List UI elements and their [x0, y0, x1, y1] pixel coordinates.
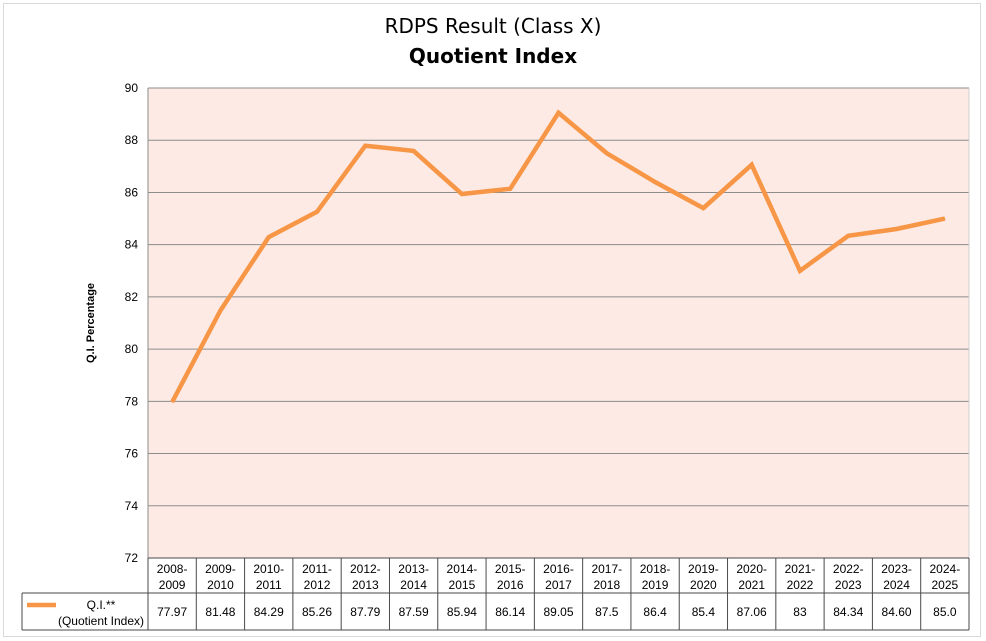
data-table-value: 86.14	[495, 605, 525, 619]
data-table-value: 89.05	[543, 605, 573, 619]
data-table-value: 84.29	[254, 605, 284, 619]
data-point	[509, 188, 511, 190]
data-table-value: 83	[793, 605, 807, 619]
x-category-label: 2023	[835, 578, 862, 592]
x-category-label: 2024	[883, 578, 910, 592]
chart-title: RDPS Result (Class X)	[384, 14, 602, 38]
data-table-value: 85.26	[302, 605, 332, 619]
data-point	[606, 152, 608, 154]
data-point	[461, 193, 463, 195]
chart-subtitle: Quotient Index	[408, 44, 578, 68]
x-category-label: 2009-	[205, 562, 236, 576]
plot-area	[148, 88, 969, 558]
x-category-label: 2011	[256, 578, 282, 592]
data-table-value: 87.59	[399, 605, 429, 619]
data-point	[751, 164, 753, 166]
x-category-label: 2012-	[350, 562, 381, 576]
data-table: 2008- 2009 77.97 2009- 2010 81.48 2010- 2011 84.…	[21, 557, 970, 631]
x-category-label: 2021	[738, 578, 765, 592]
series-line-group	[170, 109, 946, 404]
data-point	[847, 235, 849, 237]
y-tick-label: 74	[125, 499, 139, 513]
data-table-value: 85.4	[692, 605, 716, 619]
data-point	[364, 145, 366, 147]
x-category-label: 2010	[207, 578, 234, 592]
x-category-label: 2017	[545, 578, 572, 592]
x-category-label: 2019-	[688, 562, 719, 576]
y-tick-label: 76	[125, 447, 139, 461]
data-point	[799, 270, 801, 272]
legend-label-line1: Q.I.**	[87, 598, 116, 612]
x-category-label: 2011-	[302, 562, 332, 576]
x-category-label: 2021-	[785, 562, 816, 576]
data-point	[316, 211, 318, 213]
x-category-label: 2016-	[543, 562, 574, 576]
data-table-value: 87.79	[350, 605, 380, 619]
x-category-label: 2024-	[930, 562, 961, 576]
y-tick-label: 82	[125, 290, 139, 304]
data-table-value: 77.97	[157, 605, 187, 619]
legend-label-line2: (Quotient Index)	[58, 614, 144, 628]
legend: Q.I.** (Quotient Index)	[27, 598, 144, 628]
data-point	[944, 218, 946, 220]
data-point	[896, 228, 898, 230]
x-category-label: 2009	[159, 578, 186, 592]
data-point	[268, 236, 270, 238]
data-table-value: 85.0	[933, 605, 957, 619]
data-table-value: 87.06	[737, 605, 767, 619]
x-category-label: 2019	[642, 578, 669, 592]
y-tick-label: 84	[125, 238, 139, 252]
x-category-label: 2015-	[495, 562, 526, 576]
x-category-label: 2017-	[591, 562, 622, 576]
data-point	[171, 401, 173, 403]
data-table-value: 84.60	[882, 605, 912, 619]
data-point	[219, 309, 221, 311]
y-tick-label: 80	[125, 342, 139, 356]
data-table-value: 87.5	[595, 605, 619, 619]
data-point	[413, 150, 415, 152]
y-tick-label: 88	[125, 133, 139, 147]
y-axis: 72 74 76 78 80 82 84 86 88 90	[125, 81, 139, 565]
x-category-label: 2014	[400, 578, 427, 592]
x-category-label: 2014-	[447, 562, 478, 576]
x-category-label: 2013	[352, 578, 379, 592]
x-category-label: 2013-	[398, 562, 429, 576]
data-point	[558, 112, 559, 114]
x-category-label: 2018	[593, 578, 620, 592]
y-tick-label: 90	[125, 81, 139, 95]
x-category-label: 2022-	[833, 562, 864, 576]
y-tick-label: 78	[125, 394, 139, 408]
x-category-label: 2025	[932, 578, 959, 592]
data-table-value: 84.34	[833, 605, 863, 619]
data-table-value: 85.94	[447, 605, 477, 619]
data-table-value: 81.48	[205, 605, 235, 619]
x-category-label: 2015	[449, 578, 476, 592]
x-category-label: 2008-	[157, 562, 188, 576]
y-axis-label: Q.I. Percentage	[85, 283, 97, 363]
y-tick-label: 72	[125, 551, 139, 565]
x-category-label: 2020-	[736, 562, 767, 576]
x-category-label: 2012	[304, 578, 331, 592]
data-point	[654, 181, 656, 183]
x-category-label: 2022	[787, 578, 814, 592]
x-category-label: 2020	[690, 578, 717, 592]
x-category-label: 2010-	[253, 562, 284, 576]
x-category-label: 2023-	[881, 562, 912, 576]
x-category-label: 2016	[497, 578, 524, 592]
x-category-label: 2018-	[640, 562, 671, 576]
y-tick-label: 86	[125, 185, 139, 199]
data-point	[702, 207, 704, 209]
data-table-value: 86.4	[643, 605, 667, 619]
